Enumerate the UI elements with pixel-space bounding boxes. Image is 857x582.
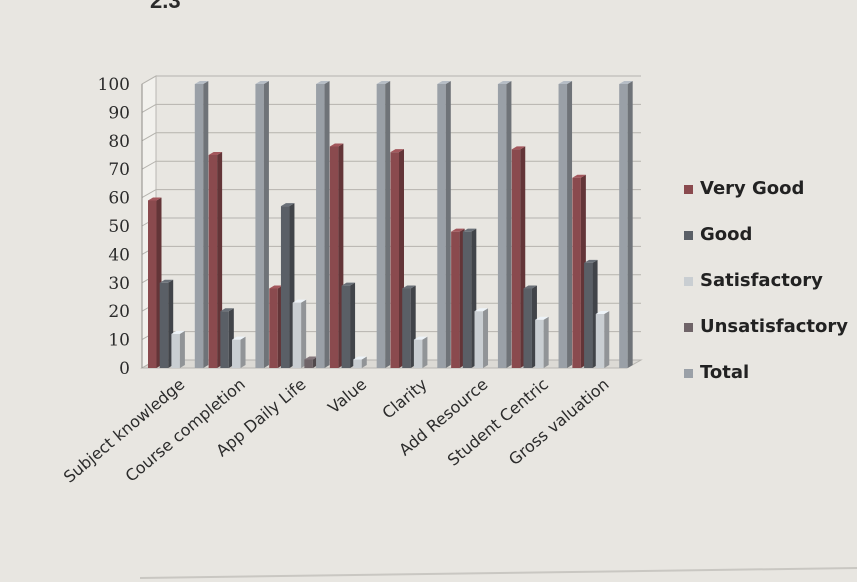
gridline: [141, 75, 641, 85]
bar: [353, 356, 367, 368]
bar: [292, 299, 307, 368]
bar: [159, 279, 174, 368]
legend-swatch: [684, 231, 693, 240]
y-tick-label: 40: [108, 245, 130, 265]
bar: [511, 146, 526, 368]
legend-label: Total: [700, 362, 749, 383]
bar: [584, 259, 598, 368]
bar: [497, 81, 512, 368]
legend-item: Total: [684, 362, 749, 383]
y-tick-label: 30: [108, 274, 130, 294]
bar: [194, 81, 209, 368]
bar: [376, 81, 391, 368]
bar: [558, 81, 573, 368]
gridline: [141, 103, 641, 113]
legend-label: Good: [700, 224, 752, 245]
bar: [329, 143, 344, 368]
bar: [535, 316, 549, 368]
bar: [220, 308, 234, 368]
page-edge: [139, 567, 857, 579]
legend-label: Very Good: [700, 178, 804, 199]
y-tick-label: 0: [119, 359, 130, 379]
bar: [255, 81, 269, 368]
y-tick-label: 60: [108, 189, 130, 209]
x-category-label: Clarity: [379, 375, 431, 423]
bar: [316, 81, 330, 368]
legend-swatch: [684, 369, 693, 378]
bar: [619, 81, 633, 368]
bar: [523, 285, 537, 368]
page-heading-fragment: 2.3: [150, 0, 181, 13]
legend-swatch: [684, 277, 693, 286]
gridline: [141, 189, 641, 199]
y-tick-label: 50: [108, 217, 130, 237]
legend-swatch: [684, 323, 693, 332]
bar: [208, 152, 223, 368]
x-category-label: Student Centric: [444, 375, 552, 470]
gridline: [141, 160, 641, 170]
legend-label: Unsatisfactory: [700, 316, 848, 337]
bar: [572, 174, 586, 368]
y-tick-label: 100: [98, 75, 130, 95]
bar: [148, 197, 162, 368]
y-tick-label: 70: [108, 160, 130, 180]
y-tick-label: 20: [108, 302, 130, 322]
bar: [462, 228, 477, 368]
bar: [595, 311, 610, 368]
y-tick-label: 10: [108, 331, 130, 351]
bar: [390, 149, 404, 368]
bar: [232, 336, 246, 368]
legend-swatch: [684, 185, 693, 194]
y-tick-label: 90: [108, 103, 130, 123]
bar: [269, 285, 283, 368]
gridline: [141, 132, 641, 142]
x-category-label: Value: [324, 375, 370, 418]
bar: [280, 203, 295, 368]
bar: [413, 336, 428, 368]
bar: [437, 81, 451, 368]
legend-item: Unsatisfactory: [684, 316, 848, 337]
legend-label: Satisfactory: [700, 270, 823, 291]
x-category-label: Gross valuation: [505, 375, 613, 470]
y-tick-label: 80: [108, 132, 130, 152]
bar: [451, 228, 465, 368]
bar: [402, 285, 416, 368]
legend-item: Satisfactory: [684, 270, 823, 291]
bar: [474, 308, 489, 368]
legend-item: Very Good: [684, 178, 804, 199]
legend-item: Good: [684, 224, 752, 245]
bar: [341, 282, 356, 368]
bar: [171, 330, 185, 368]
